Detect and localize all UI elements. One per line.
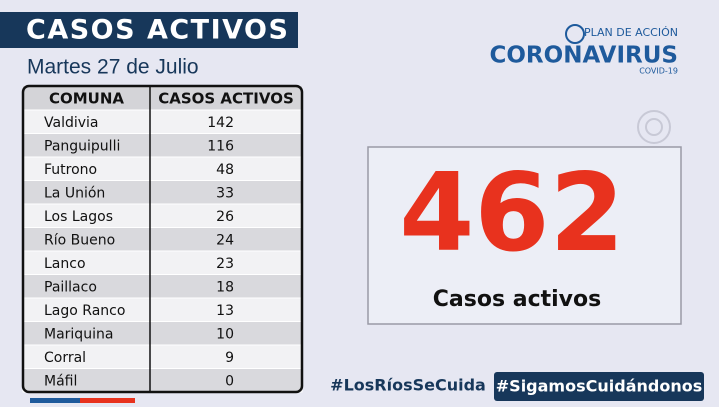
icon-circle — [645, 118, 663, 136]
cell: Valdivia — [44, 115, 99, 131]
total-box — [367, 146, 682, 325]
hashtag: #SigamosCuidándonos — [496, 377, 702, 396]
cell: 18 — [216, 279, 234, 295]
cell: 26 — [216, 209, 234, 225]
stripe — [30, 398, 80, 403]
logo-main: CORONAVIRUS — [490, 43, 679, 69]
title-bar — [0, 12, 298, 48]
cell: 142 — [207, 115, 234, 131]
table-border — [21, 84, 304, 394]
cell: Futrono — [44, 162, 97, 178]
cell: 24 — [216, 232, 234, 248]
cell: 10 — [216, 326, 234, 342]
logo-sub: COVID-19 — [639, 67, 678, 76]
cell: Paillaco — [44, 279, 97, 295]
cell: 9 — [225, 350, 234, 366]
title: CASOS ACTIVOS — [26, 15, 289, 46]
cell: Máfil — [44, 373, 77, 389]
cell: 0 — [225, 373, 234, 389]
column-header: CASOS ACTIVOS — [158, 90, 294, 108]
table: COMUNA CASOS ACTIVOS Valdivia 142 Panguipull… — [21, 84, 304, 394]
date: Martes 27 de Julio — [27, 56, 199, 79]
logo-icon — [565, 24, 671, 144]
cell: 116 — [207, 138, 234, 154]
cell: 13 — [216, 303, 234, 319]
total-value: 462 — [399, 151, 624, 276]
cell: Los Lagos — [44, 209, 113, 225]
logo-top: PLAN DE ACCIÓN — [584, 26, 678, 39]
cell: Corral — [44, 350, 86, 366]
hashtag: #LosRíosSeCuida — [330, 376, 486, 395]
icon-circle — [637, 110, 671, 144]
column-header: COMUNA — [49, 90, 124, 108]
cell: 48 — [216, 162, 234, 178]
cell: La Unión — [44, 185, 105, 201]
icon-circle — [565, 24, 585, 44]
header-row — [23, 86, 302, 110]
stripe — [80, 398, 135, 403]
cell: 33 — [216, 185, 234, 201]
total-label: Casos activos — [433, 287, 601, 312]
cell: Panguipulli — [44, 138, 120, 154]
hashtag-box — [494, 372, 704, 401]
cell: Lanco — [44, 256, 86, 272]
cell: Mariquina — [44, 326, 113, 342]
cell: 23 — [216, 256, 234, 272]
cell: Río Bueno — [44, 232, 115, 248]
cell: Lago Ranco — [44, 303, 125, 319]
